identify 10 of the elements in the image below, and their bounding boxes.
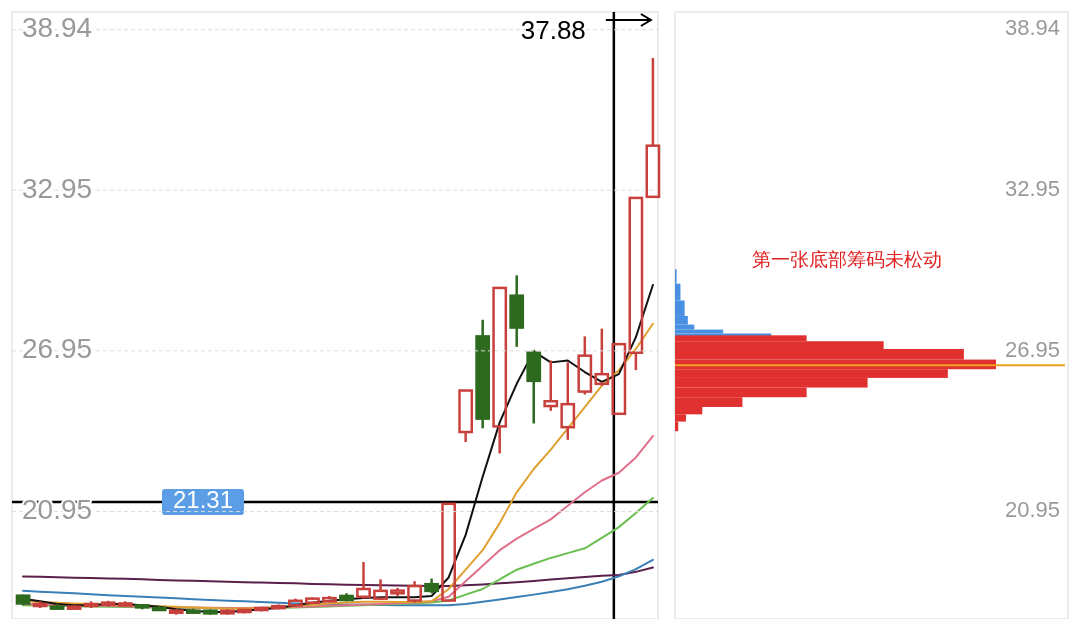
y-tick-label: 26.95 — [22, 333, 93, 365]
y-tick-label: 32.95 — [1004, 175, 1060, 201]
y-tick-label: 20.95 — [1004, 497, 1060, 523]
y-tick-label: 38.94 — [1004, 15, 1060, 41]
ref-line-label: 21.31 — [172, 486, 234, 514]
annotation: 第一张底部筹码未松动 — [751, 248, 942, 270]
y-tick-label: 38.94 — [22, 12, 93, 44]
y-tick-label: 32.95 — [22, 172, 93, 204]
annotation: 37.88 — [520, 14, 586, 45]
y-tick-label: 26.95 — [1004, 336, 1060, 362]
